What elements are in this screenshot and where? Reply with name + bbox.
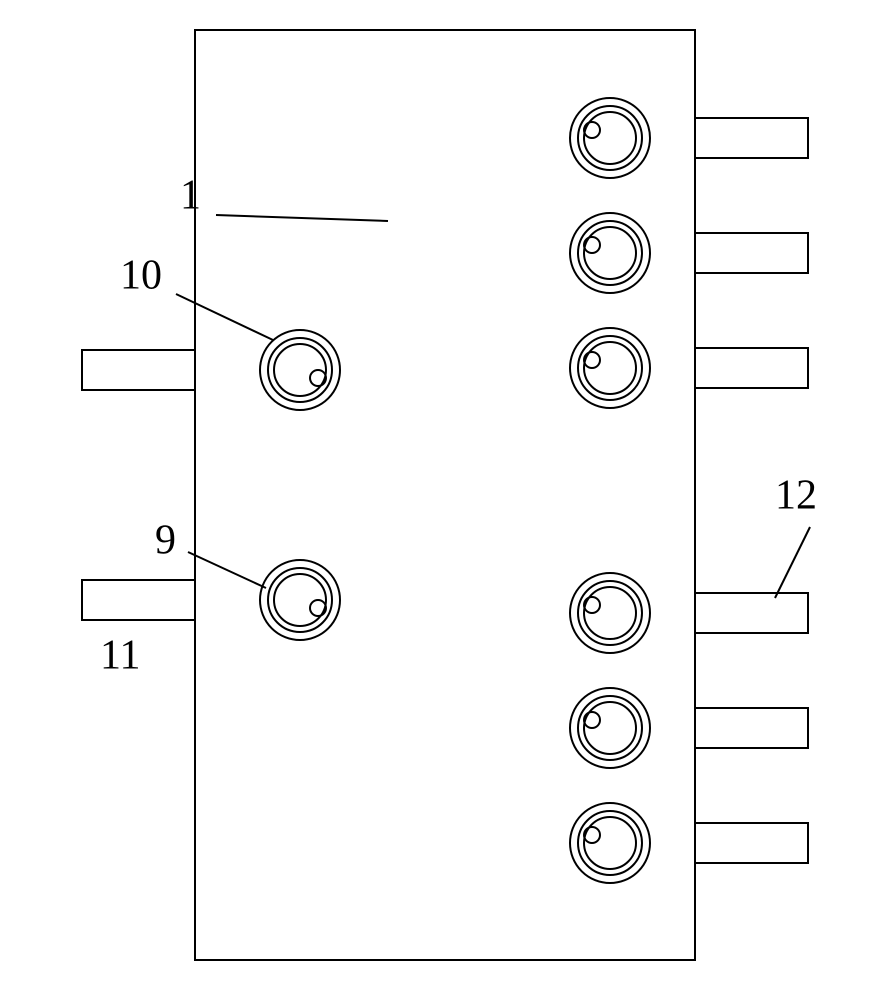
label-11: 11	[100, 633, 140, 679]
left-connector-1	[260, 560, 340, 640]
left-connector-0	[260, 330, 340, 410]
label-10-leader	[176, 294, 273, 340]
right-tab-3	[695, 593, 808, 633]
right-tab-0	[695, 118, 808, 158]
right-connector-0	[570, 98, 650, 178]
right-connector-4	[570, 688, 650, 768]
right-connector-2	[570, 328, 650, 408]
right-tab-2	[695, 348, 808, 388]
label-10: 10	[120, 253, 162, 299]
engineering-diagram: 1 10 9 11 12	[0, 0, 873, 1000]
label-1-leader	[216, 215, 388, 221]
main-body	[195, 30, 695, 960]
diagram-svg: 1 10 9 11 12	[0, 0, 873, 1000]
right-tab-5	[695, 823, 808, 863]
label-9-leader	[188, 552, 266, 588]
right-tab-4	[695, 708, 808, 748]
right-tab-1	[695, 233, 808, 273]
right-connector-5	[570, 803, 650, 883]
label-1: 1	[180, 173, 201, 219]
label-12-leader	[775, 527, 810, 598]
label-9: 9	[155, 518, 176, 564]
left-tab-0	[82, 350, 195, 390]
right-connector-1	[570, 213, 650, 293]
left-tab-1	[82, 580, 195, 620]
label-12: 12	[775, 473, 817, 519]
right-connector-3	[570, 573, 650, 653]
